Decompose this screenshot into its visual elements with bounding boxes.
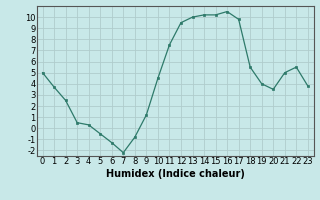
X-axis label: Humidex (Indice chaleur): Humidex (Indice chaleur) (106, 169, 244, 179)
